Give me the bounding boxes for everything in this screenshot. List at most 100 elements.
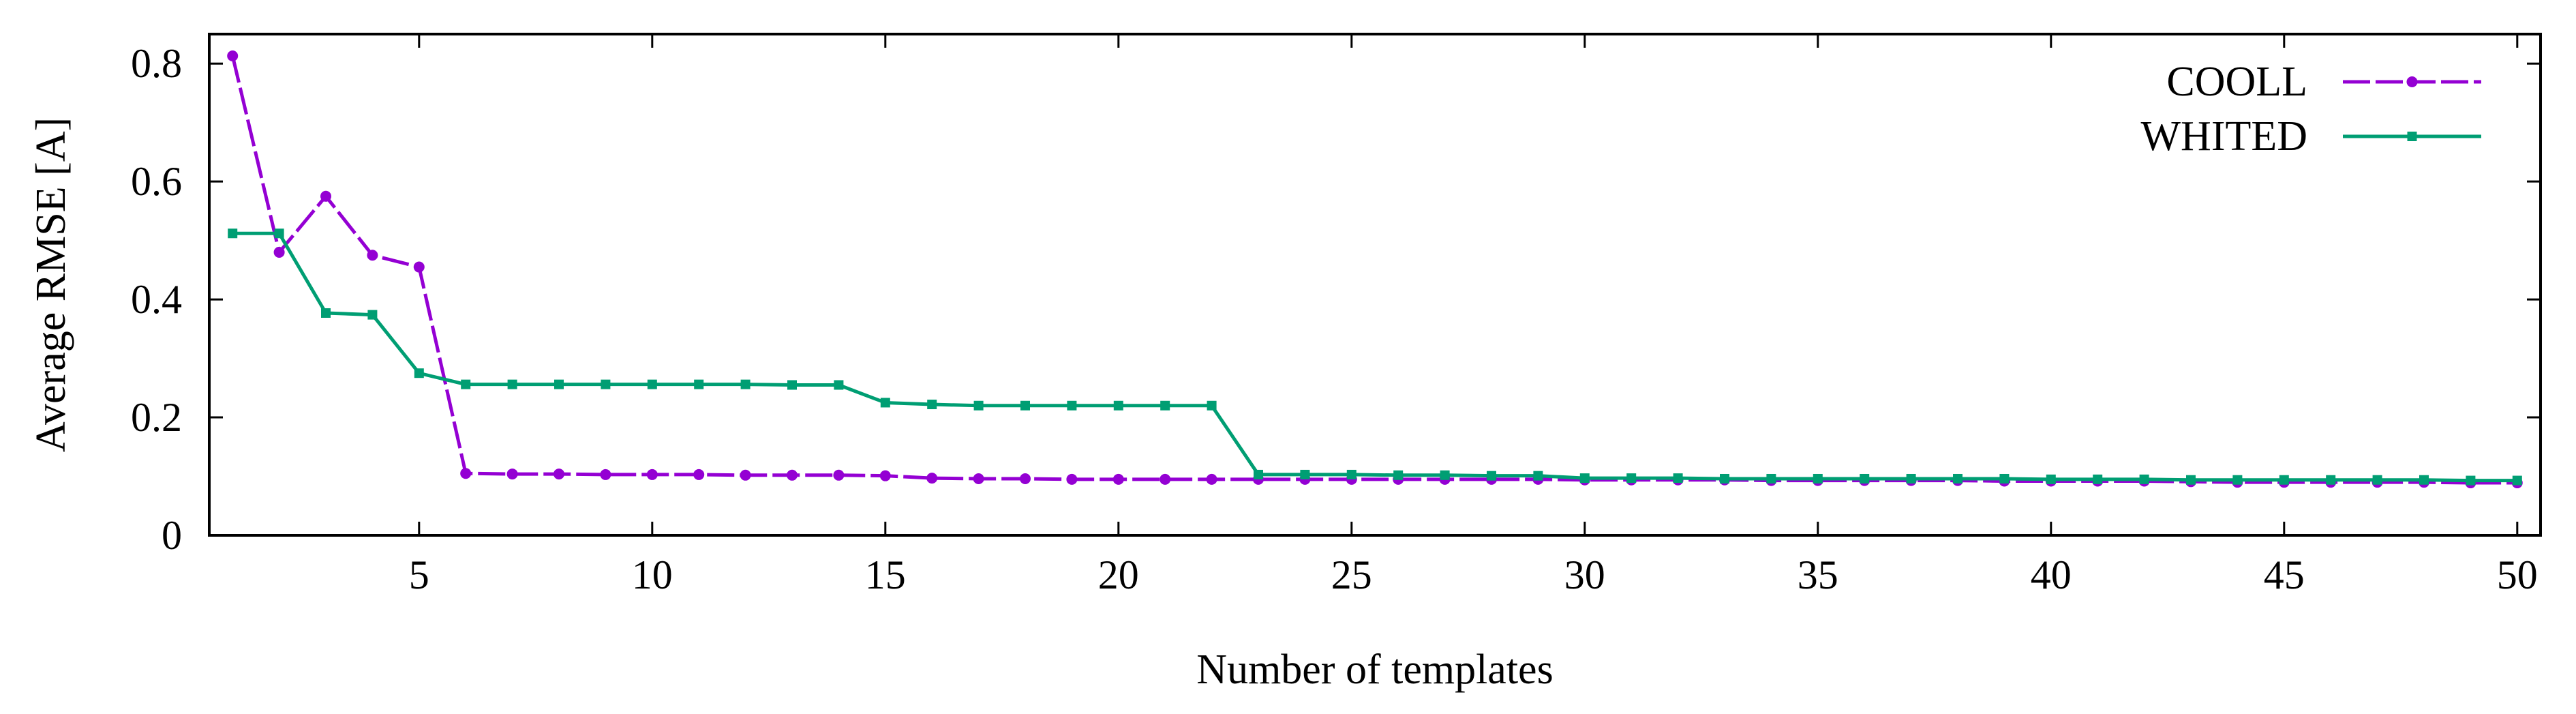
data-point [1206, 473, 1217, 485]
x-axis-label: Number of templates [1196, 646, 1553, 693]
data-point [367, 310, 378, 320]
x-tick-label: 50 [2497, 552, 2538, 597]
y-tick-label: 0.2 [131, 395, 182, 440]
data-point [787, 469, 798, 481]
data-point [2326, 475, 2336, 485]
data-point [1112, 473, 1124, 485]
legend-label: WHITED [2141, 113, 2307, 160]
data-point [1393, 470, 1404, 480]
x-tick-label: 25 [1331, 552, 1372, 597]
data-point [1533, 471, 1543, 481]
legend-marker [2406, 76, 2418, 87]
plot-frame [208, 33, 2542, 537]
data-point [740, 379, 751, 389]
y-tick-label: 0 [162, 513, 182, 558]
data-point [2139, 474, 2149, 484]
legend-label: COOLL [2166, 59, 2307, 105]
x-tick-label: 30 [1564, 552, 1605, 597]
data-point [1999, 473, 2010, 484]
data-point [273, 246, 285, 258]
data-point [1440, 470, 1450, 480]
data-point [787, 380, 797, 390]
data-point [1953, 473, 1963, 484]
data-point [2232, 475, 2243, 485]
data-point [227, 50, 239, 61]
axis-ticks [209, 34, 2541, 537]
data-point [1067, 400, 1077, 411]
data-point [694, 379, 704, 389]
y-tick-label: 0.6 [131, 159, 182, 204]
data-point [740, 469, 751, 481]
data-point [880, 398, 890, 408]
data-point [321, 308, 331, 318]
data-point [927, 400, 937, 410]
data-point [926, 473, 938, 484]
data-point [1020, 473, 1031, 484]
data-point [2279, 475, 2289, 485]
data-point [1066, 473, 1078, 485]
data-point [693, 468, 705, 480]
data-point [1207, 400, 1217, 411]
data-point [460, 468, 472, 479]
data-point [228, 228, 238, 239]
x-tick-label: 5 [409, 552, 429, 597]
data-point [2046, 474, 2056, 484]
data-point [554, 468, 564, 480]
data-point [879, 470, 891, 481]
data-point [1020, 400, 1030, 411]
data-point [1113, 400, 1123, 411]
data-point [274, 228, 284, 239]
data-point [320, 190, 331, 202]
data-point [647, 379, 657, 389]
x-tick-label: 10 [632, 552, 673, 597]
data-point [646, 468, 658, 480]
data-point [506, 468, 518, 480]
data-point [600, 468, 611, 480]
data-point [1766, 473, 1776, 484]
data-point [1906, 473, 1916, 484]
legend-marker [2407, 132, 2417, 141]
data-point [2419, 475, 2429, 485]
data-point [1579, 473, 1590, 484]
data-point [1626, 473, 1637, 484]
data-point [833, 469, 845, 481]
data-point [1720, 473, 1729, 484]
data-point [2372, 475, 2382, 485]
data-point [1813, 473, 1823, 484]
data-point [414, 368, 424, 378]
data-point [1160, 473, 1171, 485]
data-point [2186, 475, 2196, 485]
data-point [2466, 475, 2476, 486]
data-point [601, 379, 611, 389]
data-point [507, 379, 517, 389]
data-point [1300, 469, 1310, 479]
data-point [834, 380, 844, 390]
x-tick-label: 35 [1798, 552, 1838, 597]
data-point [413, 261, 425, 273]
data-point [367, 250, 378, 261]
x-tick-label: 20 [1098, 552, 1139, 597]
series-whited [228, 228, 2522, 486]
y-tick-label: 0.8 [131, 41, 182, 86]
data-point [554, 379, 564, 389]
y-tick-label: 0.4 [131, 277, 182, 322]
x-tick-label: 45 [2264, 552, 2305, 597]
data-point [973, 473, 984, 484]
tick-labels: 5 10 15 20 25 30 35 40 45 50 0 0.2 0.4 0.6 0.8 [131, 41, 2538, 597]
data-point [1487, 471, 1496, 481]
data-point [2512, 475, 2522, 486]
data-point [2093, 474, 2103, 484]
series-line [232, 231, 2517, 483]
data-point [1254, 469, 1263, 479]
y-axis-label: Average RMSE [A] [28, 117, 74, 452]
data-point [1673, 473, 1683, 484]
data-point [461, 379, 471, 389]
series-layer [227, 50, 2523, 489]
data-point [1860, 473, 1870, 484]
data-point [1160, 400, 1170, 411]
data-point [973, 400, 984, 411]
x-tick-label: 15 [865, 552, 906, 597]
series-line [230, 55, 2517, 485]
